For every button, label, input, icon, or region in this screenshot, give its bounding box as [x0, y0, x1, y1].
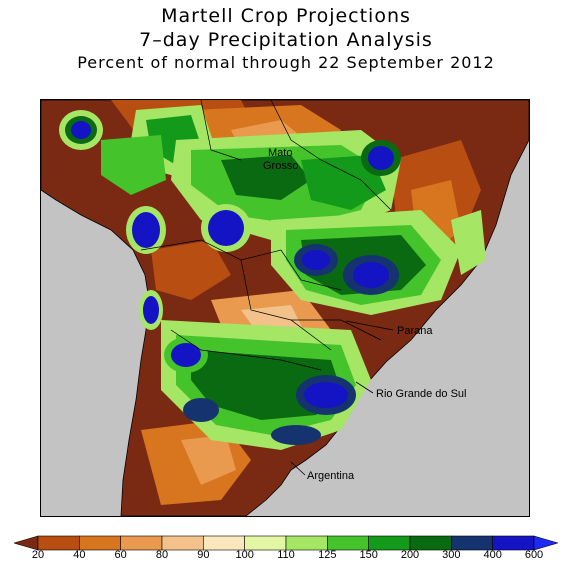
place-label-mato: Mato [268, 147, 293, 159]
legend-arrow-left [14, 535, 39, 551]
legend-swatch [37, 535, 80, 551]
country-borders [140, 100, 392, 371]
legend-tick-label: 40 [73, 549, 86, 561]
legend-swatch [409, 535, 452, 551]
legend-tick-label: 80 [155, 549, 169, 561]
legend-swatch [368, 535, 411, 551]
legend-tick-label: 400 [483, 549, 502, 561]
legend-swatch [492, 535, 535, 551]
legend-tick-label: 300 [442, 549, 461, 561]
legend-swatch [244, 535, 287, 551]
legend-tick-label: 125 [318, 549, 337, 561]
place-label-grosso: Grosso [263, 160, 299, 172]
legend-tick-label: 110 [277, 549, 295, 561]
title-line-1: Martell Crop Projections [161, 5, 411, 27]
legend-swatch [285, 535, 328, 551]
color-legend [14, 534, 558, 560]
legend-swatch [451, 535, 493, 551]
place-label-parana: Parana [397, 325, 433, 337]
legend-tick-label: 60 [114, 549, 127, 561]
legend-tick-label: 200 [400, 549, 420, 561]
legend-swatch [120, 535, 163, 551]
place-label-argentina: Argentina [307, 470, 355, 482]
legend-swatch [161, 535, 204, 551]
title-block: Martell Crop Projections 7–day Precipita… [0, 4, 572, 74]
map-canvas [41, 100, 529, 516]
legend-arrow-right [533, 535, 558, 551]
title-line-2: 7–day Precipitation Analysis [139, 29, 433, 51]
legend-tick-label: 600 [524, 549, 544, 561]
legend-tick-label: 90 [197, 549, 210, 561]
place-label-rio-grande-do-sul: Rio Grande do Sul [376, 388, 467, 400]
legend-swatch [327, 535, 369, 551]
legend-tick-label: 20 [31, 549, 45, 561]
legend-tick-label: 150 [359, 549, 378, 561]
legend-swatch [79, 535, 121, 551]
precipitation-map: Mato Grosso Parana Rio Grande do Sul Arg… [40, 99, 530, 517]
legend-swatch [203, 535, 245, 551]
legend-bar [14, 535, 558, 551]
very-wet-zones [59, 110, 401, 445]
label-leader-lines [290, 320, 394, 476]
legend-tick-label: 100 [235, 549, 254, 561]
title-line-3: Percent of normal through 22 September 2… [77, 53, 495, 72]
